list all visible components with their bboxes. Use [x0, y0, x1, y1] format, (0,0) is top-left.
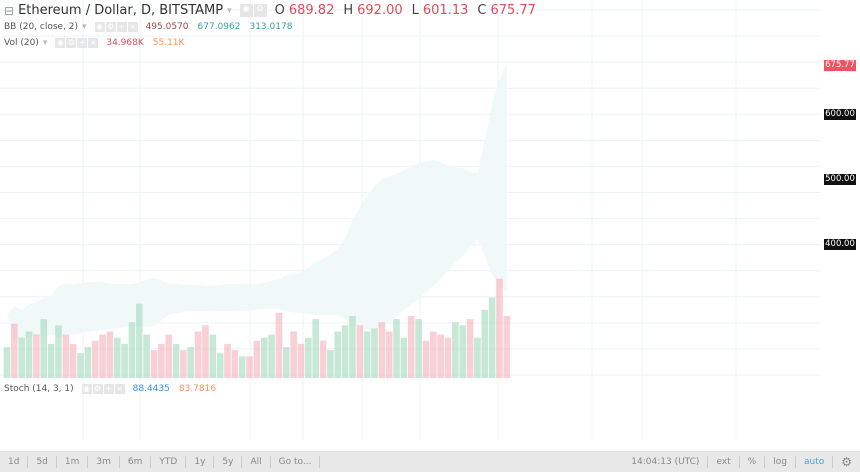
price-chart[interactable]	[0, 0, 860, 451]
range-5d[interactable]: 5d	[28, 456, 57, 468]
gear-icon[interactable]: ⚙	[92, 384, 103, 394]
eye-icon[interactable]: ◉	[81, 384, 92, 394]
plus-icon[interactable]: +	[103, 384, 114, 394]
volume-legend: Vol (20) ▾ ◉ ⚙ + × 34.968K 55.11K	[4, 38, 189, 48]
range-1m[interactable]: 1m	[57, 456, 89, 468]
open-value: 689.82	[288, 3, 335, 18]
high-value: 692.00	[357, 3, 403, 18]
hline-tag-400[interactable]: 400.00	[824, 239, 856, 250]
gear-icon[interactable]: ⚙	[841, 455, 852, 469]
range-ytd[interactable]: YTD	[151, 456, 187, 468]
log-toggle[interactable]: log	[765, 456, 796, 468]
eye-icon[interactable]: ◉	[55, 38, 66, 48]
eye-icon[interactable]: ◉	[94, 22, 105, 32]
stoch-d-value: 83.7816	[178, 384, 217, 394]
goto-button[interactable]: Go to...	[271, 456, 321, 468]
clock: 14:04:13 (UTC)	[623, 456, 709, 468]
hline-tag-600[interactable]: 600.00	[824, 109, 856, 120]
current-price-tag: 675.77	[824, 60, 856, 71]
range-1y[interactable]: 1y	[186, 456, 215, 468]
low-label: L	[411, 3, 419, 18]
plus-icon[interactable]: +	[116, 22, 127, 32]
chevron-down-icon[interactable]: ▾	[42, 38, 48, 48]
close-value: 675.77	[490, 3, 536, 18]
vol-value: 34.968K	[106, 38, 144, 48]
collapse-icon[interactable]: ⊟	[4, 3, 15, 18]
close-icon[interactable]: ×	[88, 38, 99, 48]
bb-lower-value: 313.0178	[249, 22, 293, 32]
eye-icon[interactable]: ◉	[239, 4, 253, 17]
vol-ma-value: 55.11K	[152, 38, 185, 48]
close-icon[interactable]: ×	[127, 22, 138, 32]
range-1d[interactable]: 1d	[0, 456, 29, 468]
hline-tag-500[interactable]: 500.00	[824, 174, 856, 185]
range-3m[interactable]: 3m	[88, 456, 120, 468]
bb-upper-value: 677.0962	[197, 22, 241, 32]
high-label: H	[343, 3, 354, 18]
auto-toggle[interactable]: auto	[796, 456, 834, 468]
range-6m[interactable]: 6m	[120, 456, 152, 468]
low-value: 601.13	[422, 3, 469, 18]
plus-icon[interactable]: +	[77, 38, 88, 48]
vol-label[interactable]: Vol (20)	[4, 38, 39, 48]
bb-basis-value: 495.0570	[145, 22, 189, 32]
stoch-k-value: 88.4435	[132, 384, 170, 394]
bollinger-fill	[7, 60, 507, 339]
open-label: O	[274, 3, 285, 18]
stoch-label[interactable]: Stoch (14, 3, 1)	[4, 384, 74, 394]
chevron-down-icon[interactable]: ▾	[227, 5, 232, 16]
chevron-down-icon[interactable]: ▾	[82, 22, 87, 32]
ext-toggle[interactable]: ext	[708, 456, 740, 468]
range-all[interactable]: All	[242, 456, 271, 468]
percent-toggle[interactable]: %	[740, 456, 766, 468]
gear-icon[interactable]: ⚙	[66, 38, 77, 48]
gear-icon[interactable]: ⚙	[253, 4, 267, 17]
close-icon[interactable]: ×	[114, 384, 125, 394]
bb-legend: BB (20, close, 2) ▾ ◉ ⚙ + × 495.0570 677.09…	[4, 22, 297, 32]
stoch-legend: Stoch (14, 3, 1) ◉ ⚙ + × 88.4435 83.7816	[4, 384, 221, 394]
symbol-title[interactable]: Ethereum / Dollar, D, BITSTAMP	[18, 3, 224, 18]
volume-bars	[3, 278, 511, 378]
close-label: C	[477, 3, 487, 18]
range-5y[interactable]: 5y	[214, 456, 243, 468]
gear-icon[interactable]: ⚙	[105, 22, 116, 32]
bb-label[interactable]: BB (20, close, 2)	[4, 22, 79, 32]
bottom-toolbar: 1d 5d 1m 3m 6m YTD 1y 5y All Go to... 14…	[0, 451, 860, 472]
